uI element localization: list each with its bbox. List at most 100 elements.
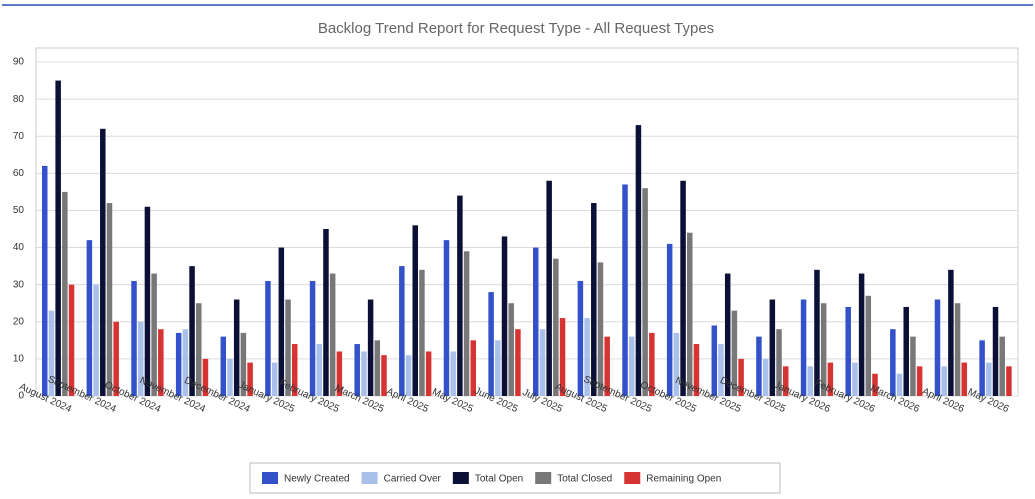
bar <box>584 318 590 396</box>
bar <box>182 329 189 396</box>
bar <box>711 325 718 396</box>
bar <box>845 306 851 396</box>
bar <box>463 251 470 396</box>
bar <box>941 366 947 396</box>
bar <box>48 310 55 396</box>
bar <box>131 280 137 396</box>
legend-label: Carried Over <box>384 474 442 485</box>
bar <box>642 188 648 396</box>
bar <box>1006 366 1012 396</box>
bar <box>858 273 865 396</box>
bar <box>687 232 693 396</box>
bar <box>55 80 61 397</box>
bar <box>42 165 48 396</box>
legend-swatch <box>535 472 552 484</box>
bar <box>903 306 909 396</box>
legend-label: Remaining Open <box>646 474 721 485</box>
bar <box>202 358 209 396</box>
bar <box>361 351 367 396</box>
legend-label: Total Open <box>475 474 523 485</box>
bar <box>800 299 807 396</box>
bar <box>515 329 521 396</box>
bar <box>896 373 903 396</box>
bar <box>782 366 789 396</box>
bar <box>450 351 456 396</box>
bar <box>865 295 872 396</box>
bar <box>731 310 738 396</box>
bar <box>291 344 298 396</box>
bar <box>756 336 762 396</box>
bar <box>106 203 113 396</box>
y-tick-label: 20 <box>13 316 25 327</box>
bar <box>999 336 1005 396</box>
bar <box>776 329 782 396</box>
bar <box>265 280 271 396</box>
bar <box>890 329 896 396</box>
bar <box>113 321 119 396</box>
bar <box>693 344 700 396</box>
bar <box>488 292 494 396</box>
chart-title: Backlog Trend Report for Request Type - … <box>318 20 714 37</box>
bar <box>762 358 769 396</box>
bar <box>597 262 604 396</box>
bar <box>425 351 432 396</box>
bar <box>220 336 227 396</box>
bar <box>62 191 68 396</box>
bar <box>470 340 477 396</box>
y-tick-label: 0 <box>18 391 24 402</box>
bar <box>559 318 566 396</box>
bar <box>405 355 412 396</box>
bar <box>680 180 686 396</box>
bar <box>175 332 182 396</box>
bar <box>374 340 381 396</box>
bar <box>539 329 546 396</box>
bar <box>247 362 253 396</box>
legend-swatch <box>624 472 641 484</box>
bar <box>718 344 724 396</box>
y-tick-label: 90 <box>13 57 25 68</box>
bar <box>336 351 343 396</box>
y-tick-label: 70 <box>13 131 25 142</box>
bar <box>93 284 99 396</box>
bar <box>769 299 776 396</box>
bar <box>354 344 360 396</box>
bar <box>189 266 195 396</box>
bar <box>916 366 923 396</box>
bar <box>820 303 827 396</box>
bar <box>457 195 463 396</box>
bar <box>495 340 501 396</box>
bar <box>443 240 450 396</box>
y-tick-label: 30 <box>13 279 25 290</box>
bar <box>724 273 731 396</box>
bar <box>673 332 680 396</box>
bar <box>86 240 93 396</box>
bar <box>827 362 834 396</box>
y-tick-label: 80 <box>13 94 25 105</box>
legend-label: Total Closed <box>557 474 612 485</box>
legend-swatch <box>361 472 378 484</box>
legend-swatch <box>452 472 469 484</box>
bar <box>240 332 247 396</box>
legend-swatch <box>262 472 278 484</box>
bar <box>68 284 75 396</box>
bar <box>100 128 106 397</box>
bar <box>807 366 814 396</box>
bar <box>227 358 233 396</box>
bar <box>553 258 559 396</box>
bar <box>814 269 820 396</box>
bar <box>508 303 514 396</box>
bar <box>934 299 941 396</box>
bar <box>872 373 878 396</box>
bar <box>323 229 329 396</box>
bar <box>666 243 673 396</box>
bar <box>986 362 992 396</box>
y-tick-label: 40 <box>13 242 25 253</box>
bar <box>948 269 954 396</box>
bar <box>992 306 999 396</box>
bar <box>954 303 961 396</box>
bar <box>271 362 278 396</box>
y-tick-label: 10 <box>13 354 25 365</box>
bar <box>367 299 374 396</box>
bar <box>412 225 418 396</box>
